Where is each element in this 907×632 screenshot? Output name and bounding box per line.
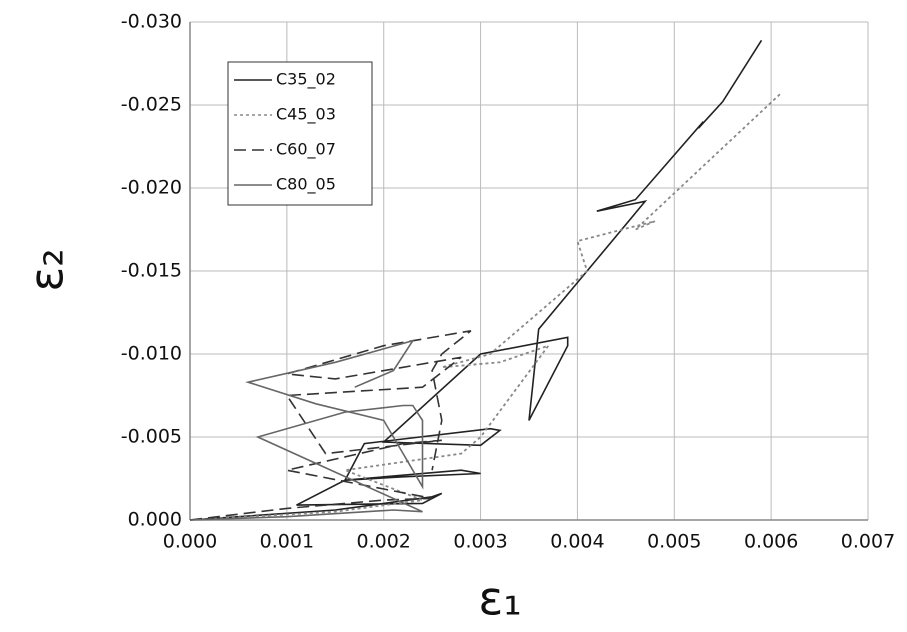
y-tick-label: -0.015 bbox=[121, 260, 182, 282]
y-tick-label: -0.025 bbox=[121, 94, 182, 116]
x-tick-label: 0.005 bbox=[647, 531, 701, 553]
y-tick-label: -0.005 bbox=[121, 426, 182, 448]
y-tick-label: 0.000 bbox=[128, 509, 182, 531]
x-axis-label: ε₁ bbox=[478, 572, 521, 626]
legend-label: C80_05 bbox=[276, 175, 336, 195]
y-tick-label: -0.020 bbox=[121, 177, 182, 199]
x-tick-label: 0.001 bbox=[260, 531, 314, 553]
x-tick-label: 0.007 bbox=[841, 531, 895, 553]
x-tick-label: 0.006 bbox=[744, 531, 798, 553]
legend-label: C35_02 bbox=[276, 70, 336, 90]
legend-box bbox=[227, 61, 373, 206]
y-tick-label: -0.010 bbox=[121, 343, 182, 365]
x-tick-label: 0.003 bbox=[453, 531, 507, 553]
series-line bbox=[189, 92, 782, 521]
legend-label: C45_03 bbox=[276, 105, 336, 125]
x-tick-label: 0.002 bbox=[357, 531, 411, 553]
y-axis-label: ε₂ bbox=[20, 248, 74, 291]
series-line bbox=[189, 339, 424, 521]
y-tick-label: -0.030 bbox=[121, 11, 182, 33]
x-tick-label: 0.000 bbox=[163, 531, 217, 553]
series-line bbox=[189, 330, 472, 521]
x-tick-label: 0.004 bbox=[550, 531, 604, 553]
legend-label: C60_07 bbox=[276, 140, 336, 160]
